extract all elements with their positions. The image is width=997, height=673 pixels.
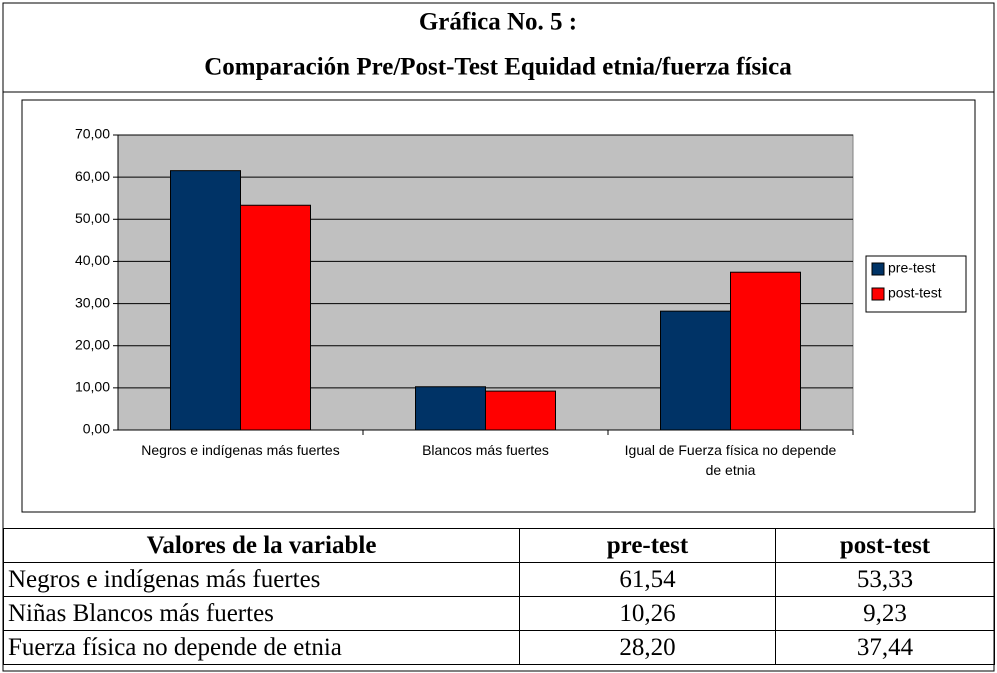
y-tick-label: 30,00: [75, 294, 110, 310]
bar: [730, 271, 801, 431]
x-tick-label: Igual de Fuerza física no depende de etn…: [624, 442, 837, 478]
x-tick-label-box: Negros e indígenas más fuertes: [141, 442, 340, 458]
y-tick-label: 10,00: [75, 379, 110, 395]
x-tick-label: Negros e indígenas más fuertes: [141, 442, 340, 458]
table-cell: Fuerza física no depende de etnia: [3, 630, 520, 665]
header-cell: pre-test: [519, 528, 776, 563]
table-cell: 61,54: [519, 562, 776, 597]
title-line: Gráfica No. 5 :: [419, 9, 577, 36]
table-cell: 37,44: [775, 630, 995, 665]
table-cell: Negros e indígenas más fuertes: [3, 562, 520, 597]
table-cell: 28,20: [519, 630, 776, 665]
table-cell: 53,33: [775, 562, 995, 597]
table-cell: Niñas Blancos más fuertes: [3, 596, 520, 631]
bar: [240, 204, 311, 431]
legend-swatch: [871, 287, 885, 301]
bar: [170, 170, 241, 431]
legend-swatch: [871, 262, 885, 276]
x-tick-label-box: Blancos más fuertes: [422, 442, 549, 458]
bar: [660, 310, 731, 431]
y-tick-label: 50,00: [75, 210, 110, 226]
bar: [415, 386, 486, 431]
header-cell: post-test: [775, 528, 995, 563]
title-line: Comparación Pre/Post-Test Equidad etnia/…: [204, 54, 792, 81]
x-tick-label: Blancos más fuertes: [422, 442, 549, 458]
table-cell: 9,23: [775, 596, 995, 631]
legend-label: pre-test: [888, 260, 936, 276]
table-cell: 10,26: [519, 596, 776, 631]
header-cell: Valores de la variable: [3, 528, 520, 563]
y-tick-label: 40,00: [75, 252, 110, 268]
y-tick-label: 20,00: [75, 336, 110, 352]
x-tick-label-box: Igual de Fuerza física no depende de etn…: [624, 442, 837, 478]
legend-label: post-test: [888, 285, 942, 301]
y-tick-label: 70,00: [75, 126, 110, 142]
data-table: Valores de la variable pre-test post-tes…: [3, 528, 995, 665]
y-tick-label: 60,00: [75, 168, 110, 184]
bar: [485, 390, 556, 431]
y-tick-label: 0,00: [83, 421, 110, 437]
